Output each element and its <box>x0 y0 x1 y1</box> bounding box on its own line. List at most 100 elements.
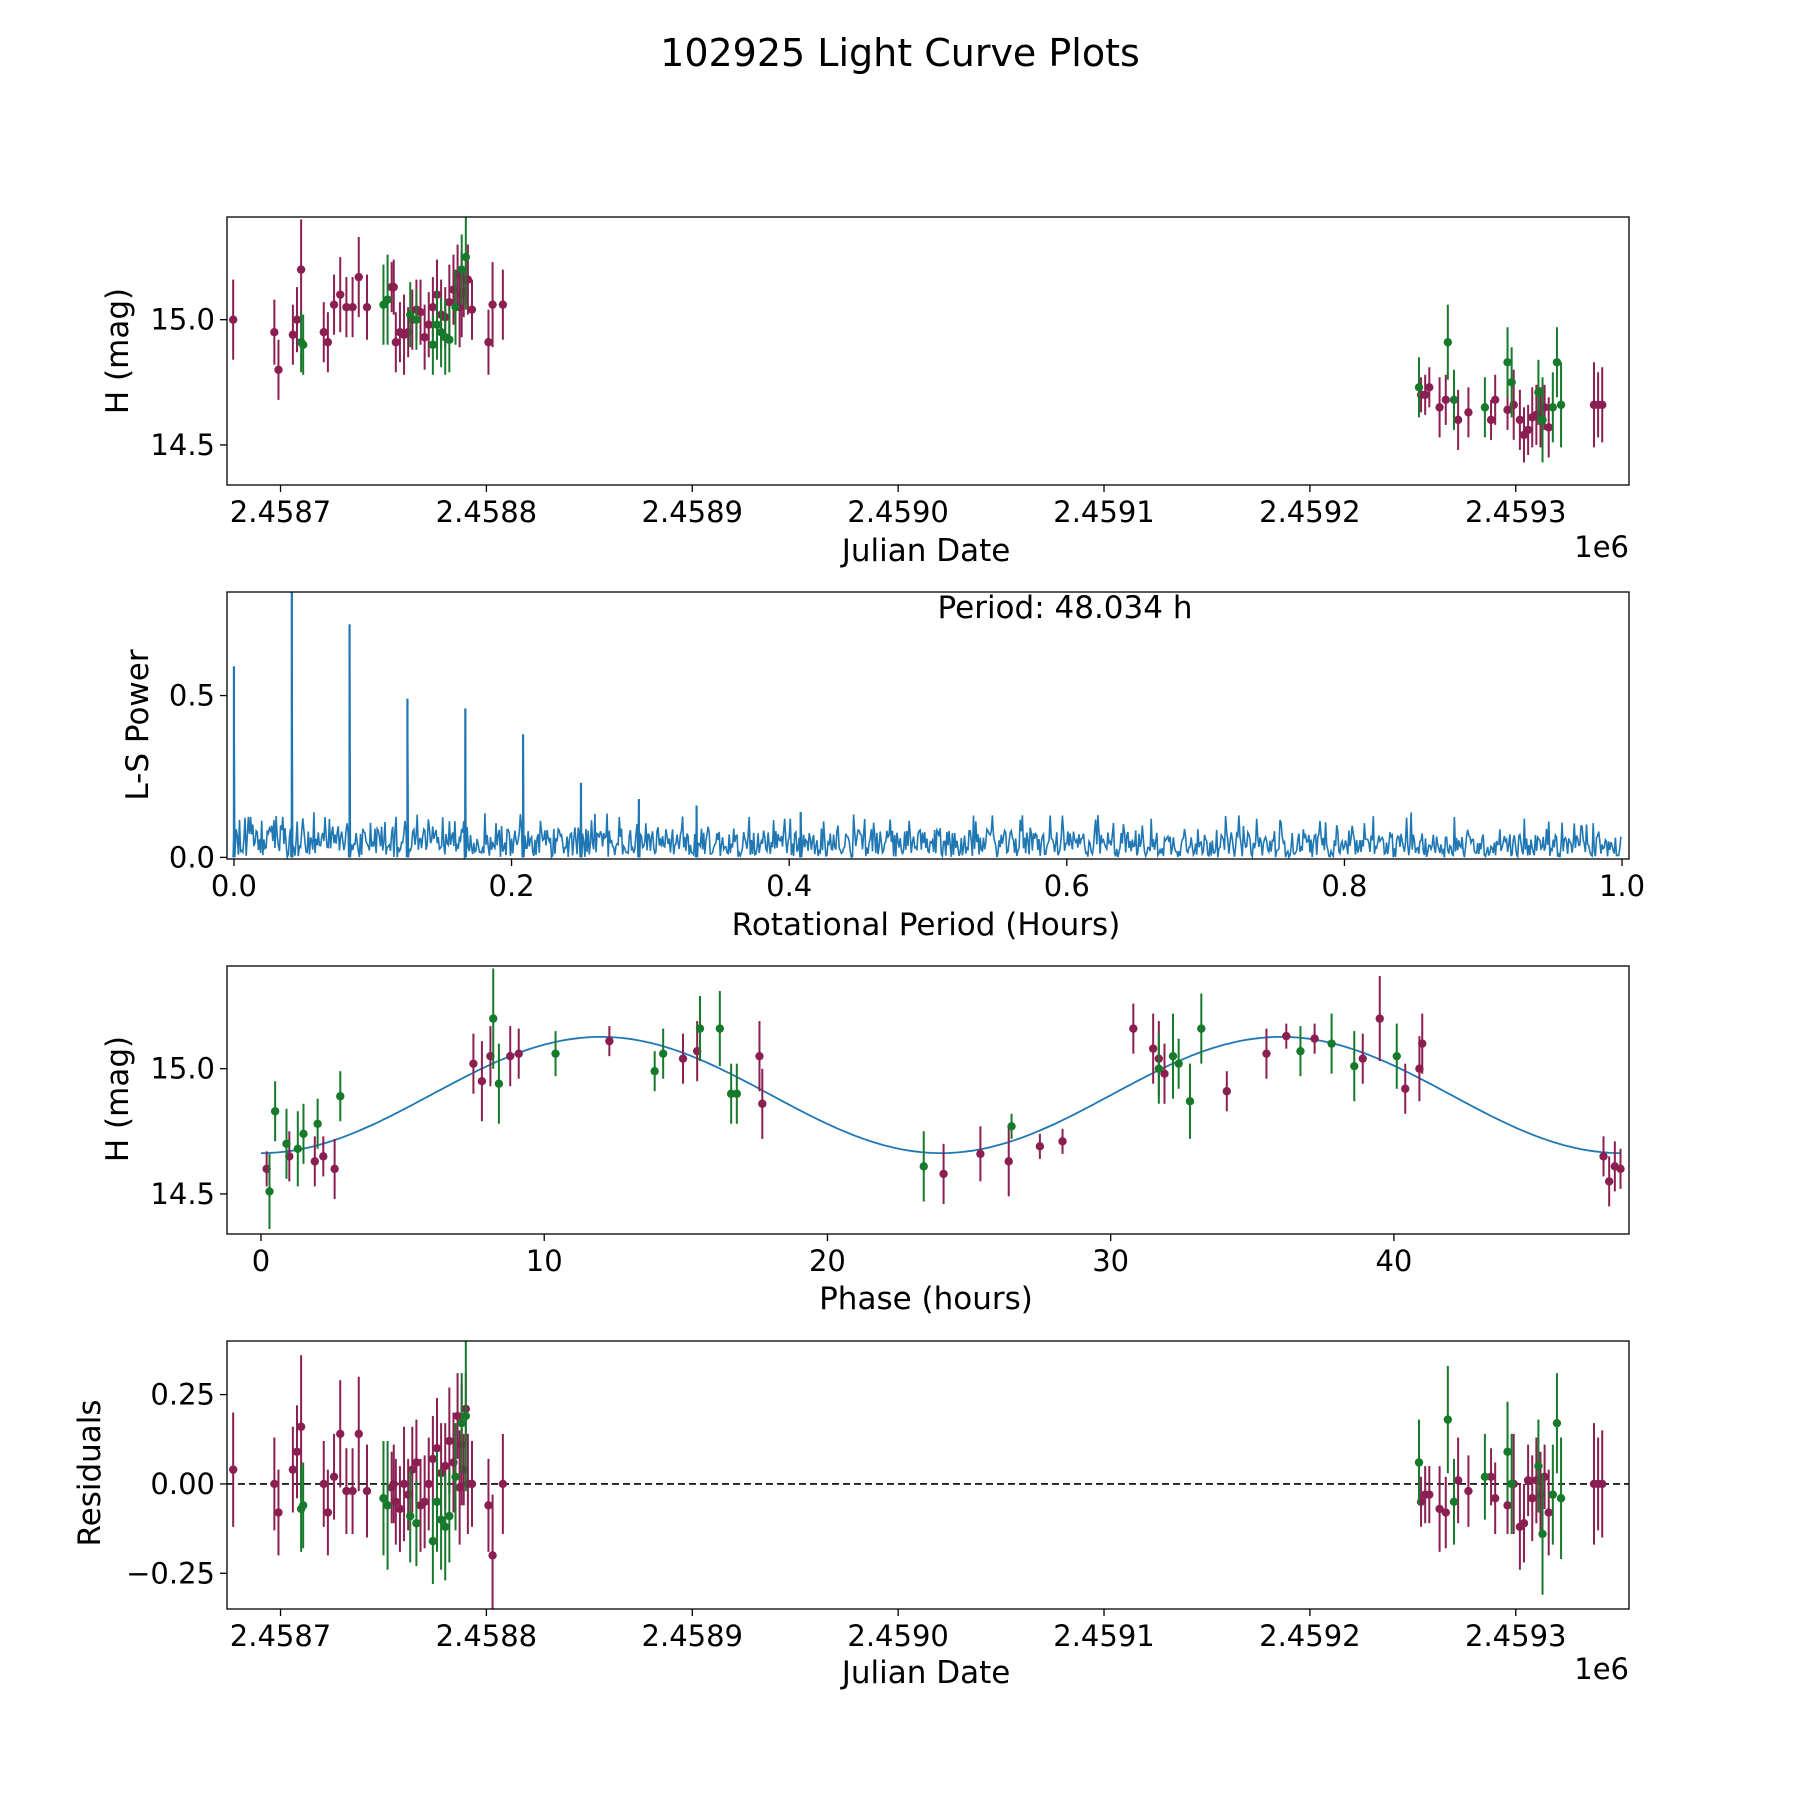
data-point <box>270 1107 280 1116</box>
periodogram-xtick-label: 0.4 <box>766 869 812 903</box>
data-point <box>1453 415 1463 425</box>
data-point <box>354 272 363 282</box>
data-point <box>1392 1051 1401 1061</box>
data-point <box>1160 1069 1169 1078</box>
data-point <box>282 1139 291 1149</box>
data-point <box>298 340 308 349</box>
periodogram-ytick-label: 0.5 <box>169 679 215 713</box>
periodogram-xlabel: Rotational Period (Hours) <box>732 907 1121 943</box>
data-point <box>288 330 298 339</box>
data-point <box>293 1144 303 1154</box>
data-point <box>1058 1137 1067 1146</box>
data-point <box>1503 1447 1512 1456</box>
data-point <box>1401 1084 1410 1093</box>
data-point <box>1174 1059 1183 1068</box>
data-point <box>1519 1519 1529 1528</box>
data-point <box>1604 1177 1614 1186</box>
lightcurve-ytick-label: 14.5 <box>150 428 215 462</box>
periodogram-ytick-label: 0.0 <box>169 840 215 874</box>
data-point <box>1486 1472 1496 1481</box>
phased-series-r <box>262 976 1625 1207</box>
data-point <box>469 1059 478 1068</box>
data-point <box>1548 403 1558 412</box>
phased-ylabel: H (mag) <box>100 1036 136 1162</box>
data-point <box>432 320 442 329</box>
data-point <box>1598 1479 1607 1489</box>
periodogram-line <box>232 592 1622 859</box>
data-point <box>1358 1054 1367 1063</box>
data-point <box>313 1119 322 1128</box>
data-point <box>488 300 497 309</box>
data-point <box>514 1049 523 1058</box>
data-point <box>1007 1122 1016 1131</box>
residuals-offset-label: 1e6 <box>1574 1652 1629 1686</box>
data-point <box>1327 1039 1336 1048</box>
data-point <box>274 1508 283 1517</box>
residuals-ytick-label: 0.25 <box>150 1378 215 1412</box>
data-point <box>329 300 339 309</box>
lightcurve-xtick-label: 2.4588 <box>436 495 537 529</box>
data-point <box>342 302 351 312</box>
data-point <box>1414 1458 1424 1467</box>
data-point <box>1425 383 1434 392</box>
phased-xtick-label: 0 <box>252 1244 270 1278</box>
lightcurve-xtick-label: 2.4592 <box>1259 495 1360 529</box>
data-point <box>354 1429 363 1439</box>
residuals-ylabel: Residuals <box>72 1399 108 1546</box>
periodogram-xtick-label: 1.0 <box>1599 869 1645 903</box>
data-point <box>445 1436 454 1446</box>
data-point <box>383 1501 392 1510</box>
data-point <box>395 1504 405 1514</box>
data-point <box>445 335 454 344</box>
data-point <box>336 1092 345 1101</box>
data-point <box>1507 1479 1516 1489</box>
data-point <box>391 338 401 347</box>
data-point <box>695 1024 705 1033</box>
data-point <box>506 1051 515 1061</box>
figure-title: 102925 Light Curve Plots <box>660 31 1140 75</box>
periodogram-frame <box>226 591 1630 860</box>
data-point <box>1375 1014 1384 1023</box>
data-point <box>1507 378 1516 387</box>
periodogram-data <box>232 592 1622 859</box>
data-point <box>467 1479 477 1489</box>
residuals-xtick-label: 2.4593 <box>1465 1619 1566 1653</box>
data-point <box>1503 358 1512 367</box>
data-point <box>1490 395 1500 405</box>
data-point <box>323 338 333 347</box>
data-point <box>1616 1164 1625 1174</box>
phased-plot-area: 0 10 20 30 40 14.5 15.0 <box>150 965 1630 1278</box>
data-point <box>412 1458 421 1467</box>
phased-ytick-label: 14.5 <box>150 1177 215 1211</box>
phased-data <box>261 968 1625 1229</box>
lightcurve-series-g <box>296 217 1566 463</box>
data-point <box>457 265 466 274</box>
data-point <box>1168 1051 1178 1061</box>
data-point <box>323 1508 333 1517</box>
data-point <box>270 1479 279 1489</box>
periodogram-ylabel: L-S Power <box>120 649 156 800</box>
data-point <box>1443 338 1453 347</box>
residuals-xtick-label: 2.4592 <box>1259 1619 1360 1653</box>
data-point <box>319 1479 328 1489</box>
data-point <box>488 1551 497 1560</box>
data-point <box>1443 1415 1453 1424</box>
data-point <box>441 1522 450 1532</box>
data-point <box>319 328 328 337</box>
data-point <box>1486 415 1496 425</box>
data-point <box>498 1479 508 1489</box>
data-point <box>416 307 425 317</box>
lightcurve-panel: Julian Date H (mag) 1e6 2.4587 2.4588 2.45… <box>100 216 1630 569</box>
data-point <box>270 328 279 337</box>
data-point <box>1515 415 1525 425</box>
data-point <box>379 1494 388 1503</box>
lightcurve-frame <box>226 216 1630 486</box>
data-point <box>228 315 238 324</box>
data-point <box>1414 383 1424 392</box>
residuals-panel: Julian Date Residuals 1e6 2.4587 2.4588 2.… <box>72 1340 1630 1691</box>
data-point <box>420 333 429 342</box>
data-point <box>424 1479 433 1489</box>
data-point <box>453 1411 462 1421</box>
data-point <box>1464 1486 1473 1496</box>
